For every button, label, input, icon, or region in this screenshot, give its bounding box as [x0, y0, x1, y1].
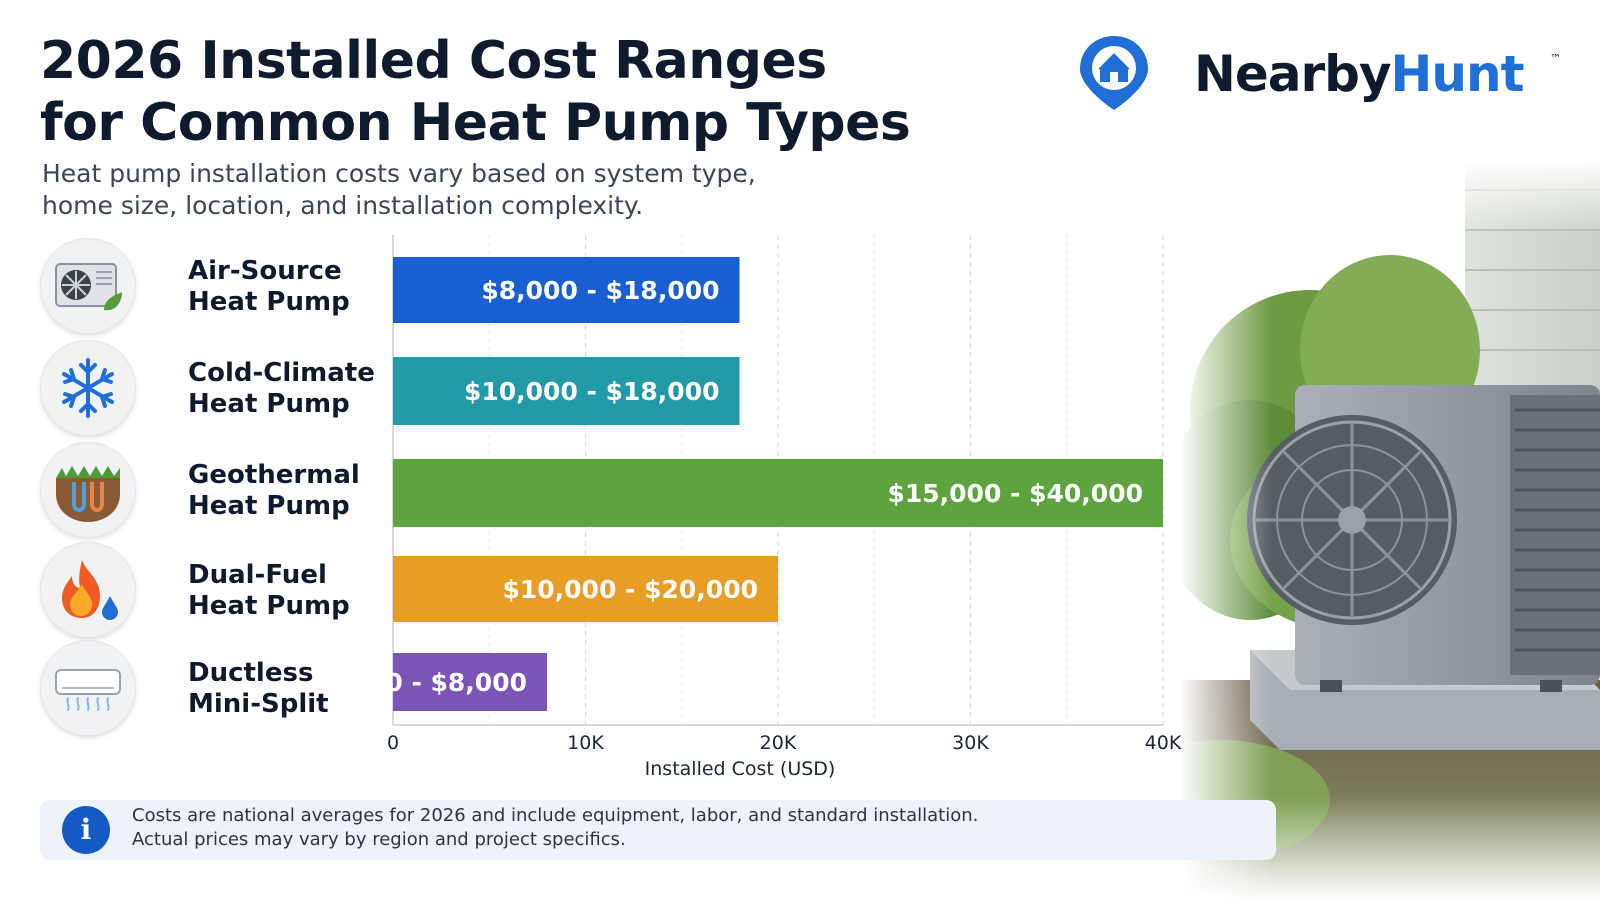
page-title: 2026 Installed Cost Ranges for Common He…	[40, 30, 1020, 154]
row-label-line1: Air-Source	[188, 256, 342, 286]
brand-logo: NearbyHunt ™	[1080, 34, 1572, 114]
row-label-line2: Heat Pump	[188, 389, 350, 419]
snowflake-icon	[40, 340, 136, 436]
row-dual-fuel: Dual-Fuel Heat Pump	[40, 542, 380, 638]
geothermal-loop-icon	[40, 442, 136, 538]
row-label-air-source: Air-Source Heat Pump	[188, 256, 350, 318]
row-label-geothermal: Geothermal Heat Pump	[188, 460, 360, 522]
row-label-line2: Heat Pump	[188, 491, 350, 521]
info-note: i Costs are national averages for 2026 a…	[40, 800, 1276, 860]
x-tick-label: 0	[387, 732, 399, 754]
row-label-line2: Mini-Split	[188, 689, 329, 719]
row-label-cold-climate: Cold-Climate Heat Pump	[188, 358, 375, 420]
brand-name: NearbyHunt	[1194, 44, 1524, 104]
row-ductless: Ductless Mini-Split	[40, 640, 380, 736]
flame-water-drop-icon	[40, 542, 136, 638]
x-tick-label: 30K	[952, 732, 989, 754]
bar-5	[393, 653, 547, 711]
air-source-unit-icon	[40, 238, 136, 334]
row-label-line1: Dual-Fuel	[188, 560, 327, 590]
bar-data-label: $10,000 - $18,000	[464, 377, 720, 406]
bar-4	[393, 556, 778, 622]
title-line-2: for Common Heat Pump Types	[40, 93, 911, 153]
row-label-line1: Ductless	[188, 658, 314, 688]
title-line-1: 2026 Installed Cost Ranges	[40, 31, 827, 91]
page-subtitle: Heat pump installation costs vary based …	[42, 158, 882, 222]
row-cold-climate: Cold-Climate Heat Pump	[40, 340, 380, 436]
subtitle-line-1: Heat pump installation costs vary based …	[42, 159, 756, 188]
info-icon: i	[62, 806, 110, 854]
info-icon-glyph: i	[80, 813, 92, 846]
cost-bar-chart: 0 10K 20K 30K 40K $8,000 - $18,000 $10,000 - $…	[380, 235, 1182, 754]
note-line-1: Costs are national averages for 2026 and…	[132, 805, 979, 826]
mini-split-icon	[40, 640, 136, 736]
brand-name-part1: Nearby	[1194, 45, 1392, 103]
row-label-ductless: Ductless Mini-Split	[188, 658, 329, 720]
note-line-2: Actual prices may vary by region and pro…	[132, 829, 626, 850]
x-tick-label: 40K	[1145, 732, 1182, 754]
subtitle-line-2: home size, location, and installation co…	[42, 191, 644, 220]
bar-data-label: $3,000 - $8,000	[380, 668, 527, 697]
row-geothermal: Geothermal Heat Pump	[40, 442, 380, 538]
bar-3	[393, 459, 1163, 527]
brand-trademark: ™	[1550, 52, 1561, 65]
row-label-line1: Geothermal	[188, 460, 360, 490]
note-text: Costs are national averages for 2026 and…	[132, 804, 978, 852]
brand-name-part2: Hunt	[1390, 45, 1525, 103]
row-label-line2: Heat Pump	[188, 287, 350, 317]
x-tick-label: 20K	[760, 732, 797, 754]
home-location-pin-icon	[1080, 36, 1148, 110]
bar-data-label: $15,000 - $40,000	[887, 479, 1143, 508]
bar-data-label: $8,000 - $18,000	[481, 276, 719, 305]
bar-data-label: $10,000 - $20,000	[502, 575, 758, 604]
bar-1	[393, 257, 740, 323]
row-label-dual-fuel: Dual-Fuel Heat Pump	[188, 560, 350, 622]
x-tick-label: 10K	[567, 732, 604, 754]
row-label-line2: Heat Pump	[188, 591, 350, 621]
x-axis-label: Installed Cost (USD)	[644, 758, 836, 780]
bar-2	[393, 357, 740, 425]
photo-fade-overlay	[1180, 160, 1600, 900]
row-air-source: Air-Source Heat Pump	[40, 238, 380, 334]
heat-pump-photo	[1110, 160, 1600, 900]
row-label-line1: Cold-Climate	[188, 358, 375, 388]
